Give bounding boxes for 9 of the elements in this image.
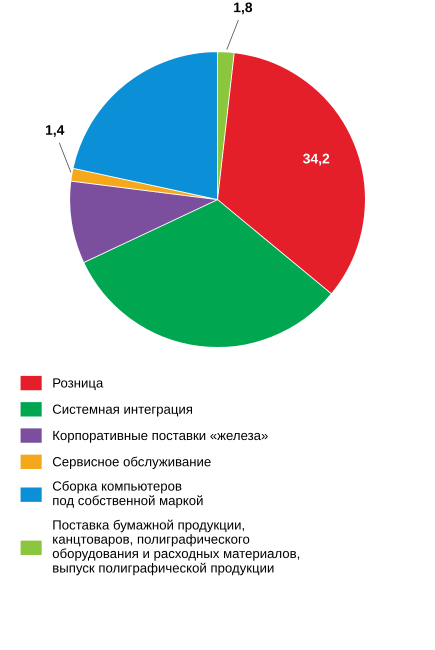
- legend-label: Сборка компьютеров под собственной маркой: [52, 480, 203, 508]
- data-label: 1,4: [46, 125, 64, 137]
- legend-label: Корпоративные поставки «железа»: [53, 430, 268, 443]
- legend-label: Розница: [53, 378, 104, 390]
- legend-label: Поставка бумажной продукции, канцтоваров, полиграфического оборудования и расходных материалов, выпуск полиграфической продукции: [52, 520, 300, 576]
- data-label: 1,8: [234, 2, 252, 14]
- legend-label: Сервисное обслуживание: [52, 456, 211, 469]
- data-label: 34,2: [303, 154, 330, 166]
- legend-label: Системная интеграция: [52, 404, 192, 416]
